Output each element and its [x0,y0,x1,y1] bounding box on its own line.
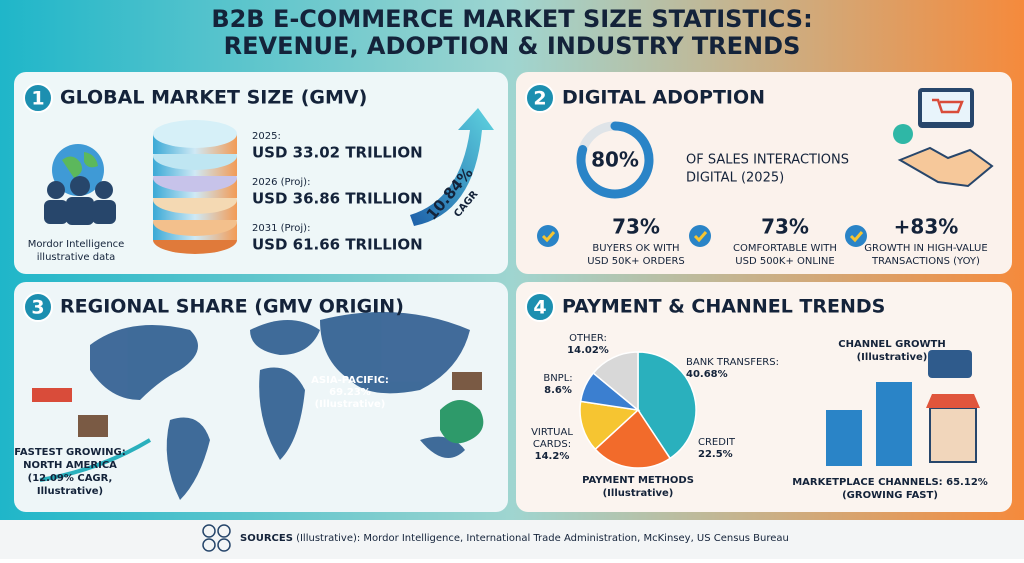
sources-text: (Illustrative): Mordor Intelligence, Int… [293,533,789,544]
check-icon [845,225,867,247]
panel-number: 3 [31,297,44,319]
region-label: 69.23% [329,387,371,398]
channel-bar [876,382,912,466]
title: B2B E-COMMERCE MARKET SIZE STATISTICS: [211,5,812,33]
entry-value: USD 61.66 TRILLION [252,236,423,254]
slice-value: 40.68% [686,369,728,380]
source-note: Mordor Intelligence [28,239,125,250]
factory-icon [452,372,482,390]
region-label: ASIA-PACIFIC: [311,375,389,386]
panel-number: 4 [533,297,546,319]
title: REVENUE, ADOPTION & INDUSTRY TRENDS [224,32,801,60]
entry-label: 2026 (Proj): [252,177,310,188]
slice-value: 14.02% [567,345,609,356]
world-map [90,312,470,500]
stat-caption: TRANSACTIONS (YOY) [871,256,980,267]
stat-value: +83% [894,215,959,239]
source-icon [202,538,216,552]
ring-caption: OF SALES INTERACTIONS [686,153,849,168]
stat-value: 73% [761,215,809,239]
store-icon [929,407,977,463]
stat-value: 73% [612,215,660,239]
stat-caption: USD 50K+ ORDERS [587,256,685,267]
channel-title: (Illustrative) [857,352,928,363]
pie-slice [579,400,640,451]
ring-label: 80% [591,148,639,172]
panel-number: 2 [533,88,546,110]
check-mark [693,231,708,243]
store-awning [926,394,980,408]
entry-label: 2025: [252,131,281,142]
handshake-icon [897,146,994,188]
ship-icon [32,388,72,402]
slice-name: BNPL: [543,373,572,384]
number-badge [23,292,53,322]
cart-icon [932,98,964,114]
slice-name: OTHER: [569,333,607,344]
slice-value: 22.5% [698,449,733,460]
region-label: Illustrative) [37,486,103,497]
ring-arc [576,121,654,199]
slice-name: VIRTUAL [531,427,573,438]
entry-value: USD 36.86 TRILLION [252,190,423,208]
channel-bar [826,410,862,466]
stat-caption: COMFORTABLE WITH [733,243,837,254]
pie-caption: (Illustrative) [603,488,674,499]
entry-value: USD 33.02 TRILLION [252,144,423,162]
stat-caption: GROWTH IN HIGH-VALUE [864,243,987,254]
slice-value: 14.2% [535,451,570,462]
panel-heading: REGIONAL SHARE (GMV ORIGIN) [60,296,404,318]
region-label: NORTH AMERICA [23,460,117,471]
number-badge [23,83,53,113]
slice-value: 8.6% [544,385,572,396]
check-icon [689,225,711,247]
people-icon [44,176,116,225]
panel-number: 1 [31,88,44,110]
check-mark [849,231,864,243]
stat-caption: BUYERS OK WITH [592,243,679,254]
entry-label: 2031 (Proj): [252,223,310,234]
panel [516,72,1012,274]
ring-caption: DIGITAL (2025) [686,171,784,186]
channel-title: CHANNEL GROWTH [838,339,946,350]
region-label: FASTEST GROWING: [14,447,126,458]
pie-caption: PAYMENT METHODS [582,475,694,486]
marketplace-label: (GROWING FAST) [842,490,938,501]
globe-land [62,152,98,178]
pie-slice [592,351,639,412]
source-note: illustrative data [37,252,116,263]
region-label: (Illustrative) [315,399,386,410]
factory-icon [78,415,108,437]
stat-caption: USD 500K+ ONLINE [735,256,834,267]
check-icon [893,124,913,144]
pie-slice [594,408,672,469]
monitor-screen [922,92,970,122]
wallet-icon [928,350,972,378]
footer-bar [0,520,1024,559]
dragon-icon [440,400,484,444]
panel-heading: DIGITAL ADOPTION [562,87,765,109]
source-icon [202,524,216,538]
growth-arrow [410,108,494,226]
source-icon [217,524,231,538]
marketplace-label: MARKETPLACE CHANNELS: 65.12% [792,477,988,488]
check-icon [537,225,559,247]
panel [14,72,508,274]
source-icon [217,538,231,552]
sources-label: SOURCES [240,533,293,544]
sources: SOURCES (Illustrative): Mordor Intellige… [240,533,789,544]
number-badge [525,83,555,113]
check-mark [541,231,556,243]
panel-heading: PAYMENT & CHANNEL TRENDS [562,296,885,318]
panel-heading: GLOBAL MARKET SIZE (GMV) [60,87,367,109]
slice-name: BANK TRANSFERS: [686,357,779,368]
growth-arrow [39,438,152,482]
slice-name: CREDIT [698,437,736,448]
coin-stack [153,120,237,254]
region-label: (12.09% CAGR, [28,473,113,484]
number-badge [525,292,555,322]
slice-name: CARDS: [533,439,571,450]
